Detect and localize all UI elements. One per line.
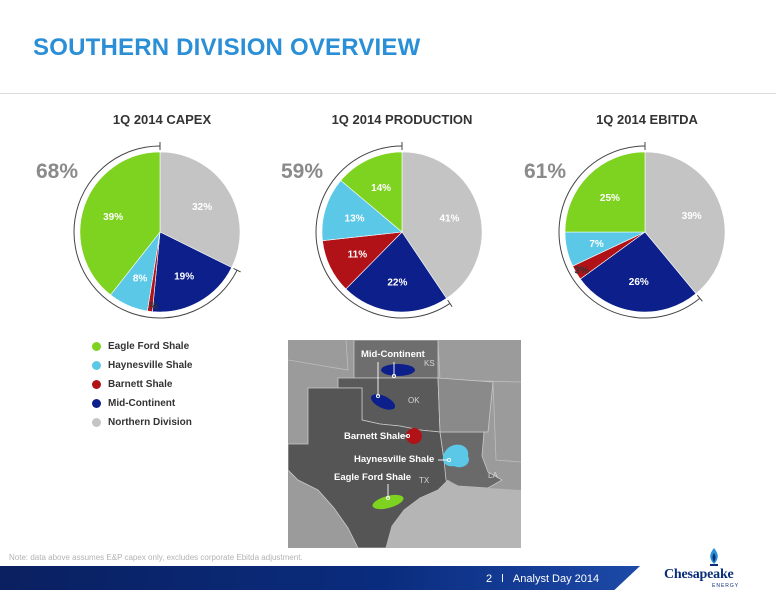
state-label-la: LA [488, 471, 498, 480]
ebitda-slice-label: 39% [682, 211, 702, 222]
capex-slice-label: 19% [174, 271, 194, 282]
state-label-ok: OK [408, 396, 420, 405]
production-southern-share: 59% [281, 160, 324, 183]
pie-charts: 32% 19% 1% 8% 39% 41% 22% 11% 13% 14% 39% 26% 3% 7% 25… [73, 142, 726, 319]
legend-item-barnett: Barnett Shale [92, 375, 193, 394]
legend-swatch [92, 342, 101, 351]
production-slice-label: 11% [348, 250, 368, 261]
legend-item-haynesville: Haynesville Shale [92, 356, 193, 375]
map-label-barnett: Barnett Shale [344, 431, 405, 442]
legend-item-eagle-ford: Eagle Ford Shale [92, 337, 193, 356]
production-slice-haynesville-shale [321, 180, 403, 242]
capex-slice-label: 8% [133, 273, 148, 284]
flame-icon [710, 548, 718, 566]
footer-text: 2 l Analyst Day 2014 [486, 573, 599, 585]
state-border [492, 381, 521, 463]
legend-label: Barnett Shale [108, 379, 173, 390]
footer-separator: l [501, 573, 504, 585]
capex-chart-title: 1Q 2014 CAPEX [112, 112, 212, 127]
legend-swatch [92, 399, 101, 408]
capex-southern-share: 68% [36, 160, 79, 183]
logo-subtitle: ENERGY [712, 583, 740, 589]
ebitda-slice-northern-division [644, 151, 726, 295]
production-bracket-tick [447, 299, 453, 308]
legend-item-mid-continent: Mid-Continent [92, 394, 193, 413]
map-label-eagle-ford: Eagle Ford Shale [334, 472, 411, 483]
state-label-tx: TX [419, 476, 430, 485]
capex-slice-label: 1% [143, 301, 158, 312]
barnett-play [406, 428, 422, 444]
legend-item-northern: Northern Division [92, 413, 193, 432]
state-label-ks: KS [424, 359, 435, 368]
mid-continent-play-ks [381, 364, 415, 376]
production-slice-mid-continent [345, 231, 447, 313]
capex-bracket-tick [233, 267, 241, 273]
legend-label: Northern Division [108, 417, 192, 428]
production-chart-title: 1Q 2014 PRODUCTION [331, 112, 473, 127]
mid-continent-play-ok [370, 394, 396, 410]
capex-slice-mid-continent [152, 231, 233, 313]
production-slice-label: 22% [387, 277, 407, 288]
capex-slice-eagle-ford-shale [79, 151, 161, 296]
ebitda-southern-bracket [558, 145, 701, 319]
state-arkansas [437, 377, 494, 433]
capex-slice-label: 39% [103, 212, 123, 223]
legend: Eagle Ford Shale Haynesville Shale Barne… [92, 337, 193, 432]
production-slice-eagle-ford-shale [340, 151, 403, 233]
logo-wordmark: Chesapeake [664, 567, 734, 582]
legend-label: Haynesville Shale [108, 360, 193, 371]
legend-swatch [92, 361, 101, 370]
production-southern-bracket [315, 145, 451, 319]
footer-bar [0, 566, 640, 590]
legend-label: Eagle Ford Shale [108, 341, 190, 352]
region-map: Mid-Continent Barnett Shale Haynesville … [288, 340, 521, 548]
ebitda-slice-label: 26% [629, 277, 649, 288]
page-title: SOUTHERN DIVISION OVERVIEW [33, 34, 421, 61]
ebitda-slice-eagle-ford-shale [564, 151, 646, 233]
ebitda-slice-label: 7% [589, 239, 604, 250]
production-slice-label: 13% [345, 214, 365, 225]
ebitda-bracket-tick [696, 294, 703, 302]
event-name: Analyst Day 2014 [512, 573, 600, 585]
map-pointers [375, 362, 452, 501]
map-label-haynesville: Haynesville Shale [354, 454, 434, 465]
legend-swatch [92, 418, 101, 427]
ebitda-slice-mid-continent [579, 231, 697, 313]
gulf-of-mexico [386, 480, 521, 548]
production-slice-northern-division [401, 151, 483, 299]
company-logo: Chesapeake ENERGY [664, 545, 764, 595]
capex-slice-label: 32% [192, 202, 212, 213]
map-graphic: Mid-Continent Barnett Shale Haynesville … [288, 340, 521, 548]
page-number: 2 [486, 573, 493, 585]
footnote: Note: data above assumes E&P capex only,… [9, 553, 303, 562]
production-slice-label: 14% [371, 183, 391, 194]
ebitda-slice-label: 3% [574, 265, 589, 276]
capex-southern-bracket [73, 145, 238, 319]
production-slice-label: 41% [439, 214, 459, 225]
title-divider [0, 93, 776, 94]
ebitda-chart-title: 1Q 2014 EBITDA [596, 112, 698, 127]
map-label-mid-continent: Mid-Continent [361, 349, 426, 360]
state-border [288, 340, 349, 371]
ebitda-southern-share: 61% [524, 160, 567, 183]
capex-slice-northern-division [159, 151, 241, 268]
legend-swatch [92, 380, 101, 389]
eagle-ford-play [372, 494, 404, 510]
ebitda-slice-label: 25% [600, 193, 620, 204]
legend-label: Mid-Continent [108, 398, 176, 409]
